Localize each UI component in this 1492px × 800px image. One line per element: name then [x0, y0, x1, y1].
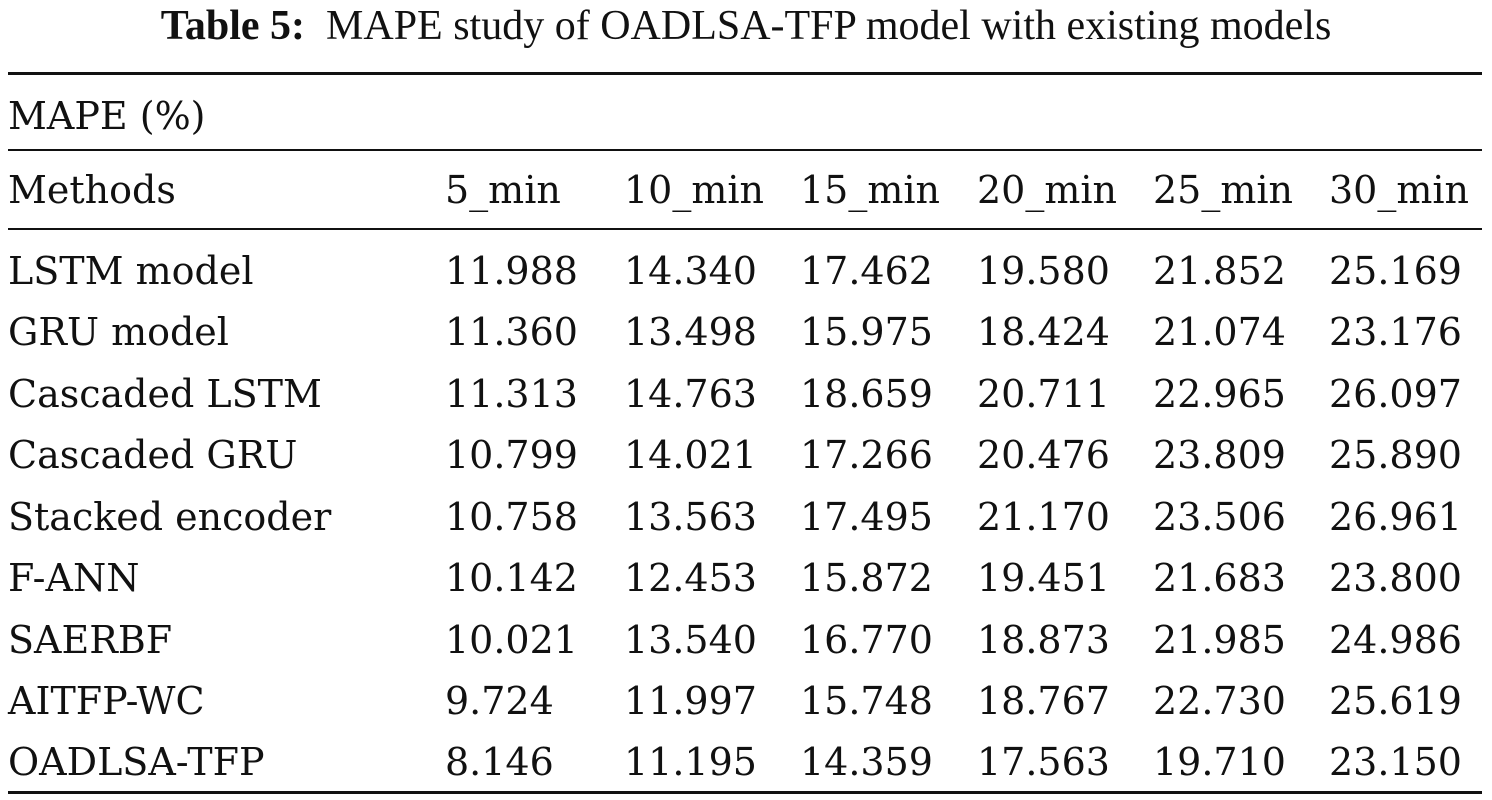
column-header-30min: 30_min — [1329, 168, 1470, 212]
table-cell: 15.872 — [800, 556, 933, 600]
table-cell: 21.170 — [977, 495, 1110, 539]
table-top-rule — [8, 72, 1482, 75]
methods-column-header: Methods — [8, 168, 176, 212]
table-cell: 10.142 — [445, 556, 578, 600]
row-method-f-ann: F-ANN — [8, 556, 140, 600]
table-cell: 20.476 — [977, 433, 1110, 477]
table-cell: 18.424 — [977, 310, 1110, 354]
table-cell: 15.975 — [800, 310, 933, 354]
row-method-cascaded-lstm: Cascaded LSTM — [8, 372, 322, 416]
row-method-saerbf: SAERBF — [8, 618, 173, 662]
table-cell: 11.195 — [624, 740, 757, 784]
table-cell: 21.852 — [1153, 249, 1286, 293]
table-cell: 10.758 — [445, 495, 578, 539]
table-cell: 8.146 — [445, 740, 554, 784]
table-cell: 25.619 — [1329, 679, 1462, 723]
table-cell: 19.451 — [977, 556, 1110, 600]
table-cell: 14.021 — [624, 433, 757, 477]
table-metric-rule — [8, 149, 1482, 151]
column-header-20min: 20_min — [977, 168, 1118, 212]
table-cell: 13.563 — [624, 495, 757, 539]
column-header-15min: 15_min — [800, 168, 941, 212]
table-cell: 17.563 — [977, 740, 1110, 784]
table-cell: 13.498 — [624, 310, 757, 354]
table-cell: 21.683 — [1153, 556, 1286, 600]
row-method-cascaded-gru: Cascaded GRU — [8, 433, 298, 477]
table-cell: 11.988 — [445, 249, 578, 293]
table-cell: 26.961 — [1329, 495, 1462, 539]
row-method-stacked-encoder: Stacked encoder — [8, 495, 332, 539]
table-cell: 23.506 — [1153, 495, 1286, 539]
table-cell: 13.540 — [624, 618, 757, 662]
table-cell: 10.799 — [445, 433, 578, 477]
column-header-25min: 25_min — [1153, 168, 1294, 212]
table-caption-label: Table 5: — [160, 3, 306, 49]
table-cell: 11.313 — [445, 372, 578, 416]
table-cell: 11.997 — [624, 679, 757, 723]
table-cell: 12.453 — [624, 556, 757, 600]
table-cell: 21.985 — [1153, 618, 1286, 662]
table-cell: 11.360 — [445, 310, 578, 354]
table-cell: 23.800 — [1329, 556, 1462, 600]
table-cell: 17.266 — [800, 433, 933, 477]
table-cell: 18.873 — [977, 618, 1110, 662]
table-cell: 10.021 — [445, 618, 578, 662]
table-cell: 25.169 — [1329, 249, 1462, 293]
row-method-oadlsa-tfp: OADLSA-TFP — [8, 740, 265, 784]
table-cell: 22.965 — [1153, 372, 1286, 416]
table-metric-header: MAPE (%) — [8, 94, 206, 138]
row-method-gru-model: GRU model — [8, 310, 229, 354]
table-cell: 14.763 — [624, 372, 757, 416]
column-header-10min: 10_min — [624, 168, 765, 212]
table-cell: 18.767 — [977, 679, 1110, 723]
table-cell: 25.890 — [1329, 433, 1462, 477]
table-caption: Table 5: MAPE study of OADLSA-TFP model … — [0, 0, 1492, 52]
table-cell: 20.711 — [977, 372, 1110, 416]
table-cell: 22.730 — [1153, 679, 1286, 723]
table-cell: 15.748 — [800, 679, 933, 723]
table-cell: 19.580 — [977, 249, 1110, 293]
row-method-aitfp-wc: AITFP-WC — [8, 679, 205, 723]
table-caption-text: MAPE study of OADLSA-TFP model with exis… — [326, 3, 1332, 49]
column-header-5min: 5_min — [445, 168, 561, 212]
table-cell: 17.462 — [800, 249, 933, 293]
row-method-lstm-model: LSTM model — [8, 249, 254, 293]
table-cell: 21.074 — [1153, 310, 1286, 354]
table-cell: 14.359 — [800, 740, 933, 784]
table-bottom-rule — [8, 791, 1482, 794]
table-cell: 23.150 — [1329, 740, 1462, 784]
table-cell: 18.659 — [800, 372, 933, 416]
table-cell: 23.809 — [1153, 433, 1286, 477]
table-cell: 14.340 — [624, 249, 757, 293]
table-cell: 9.724 — [445, 679, 554, 723]
table-cell: 16.770 — [800, 618, 933, 662]
table-cell: 24.986 — [1329, 618, 1462, 662]
table-cell: 19.710 — [1153, 740, 1286, 784]
table-cell: 23.176 — [1329, 310, 1462, 354]
table-cell: 26.097 — [1329, 372, 1462, 416]
table-cell: 17.495 — [800, 495, 933, 539]
table-header-rule — [8, 228, 1482, 230]
